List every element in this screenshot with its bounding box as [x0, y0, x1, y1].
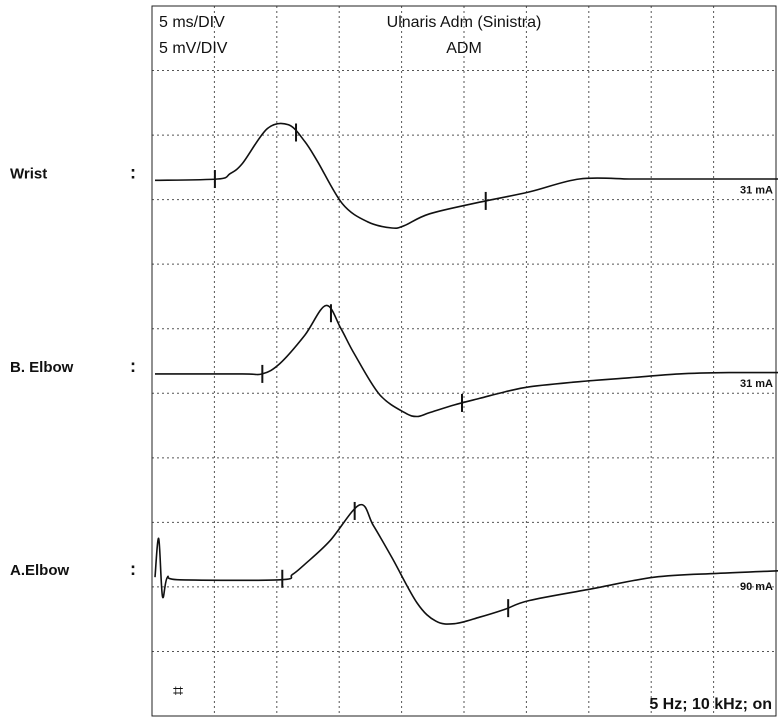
amp-scale-label: 5 mV/DIV — [159, 40, 228, 57]
cursor-marker-icon: ⌗ — [173, 681, 183, 701]
row-label: B. Elbow — [10, 359, 74, 376]
stimulus-label: 90 mA — [740, 581, 773, 593]
trace-line — [154, 304, 778, 418]
trace-line — [154, 503, 778, 625]
stimulus-label: 31 mA — [740, 184, 773, 196]
row-label: Wrist — [10, 165, 47, 182]
filter-settings-label: 5 Hz; 10 kHz; on — [649, 696, 772, 713]
grid — [152, 6, 776, 716]
trace-line — [154, 122, 778, 230]
chart-title: Ulnaris Adm (Sinistra) — [387, 14, 542, 31]
stimulus-label: 31 mA — [740, 378, 773, 390]
row-separator: : — [130, 162, 136, 182]
time-scale-label: 5 ms/DIV — [159, 14, 225, 31]
row-separator: : — [130, 559, 136, 579]
chart-subtitle: ADM — [446, 40, 482, 57]
traces-layer — [154, 122, 778, 625]
row-label: A.Elbow — [10, 562, 69, 579]
plot-frame — [151, 5, 777, 717]
labels-layer: Wrist: 31 mA B. Elbow: 31 mA A.Elbow: 90 mA — [10, 162, 773, 593]
row-separator: : — [130, 356, 136, 376]
